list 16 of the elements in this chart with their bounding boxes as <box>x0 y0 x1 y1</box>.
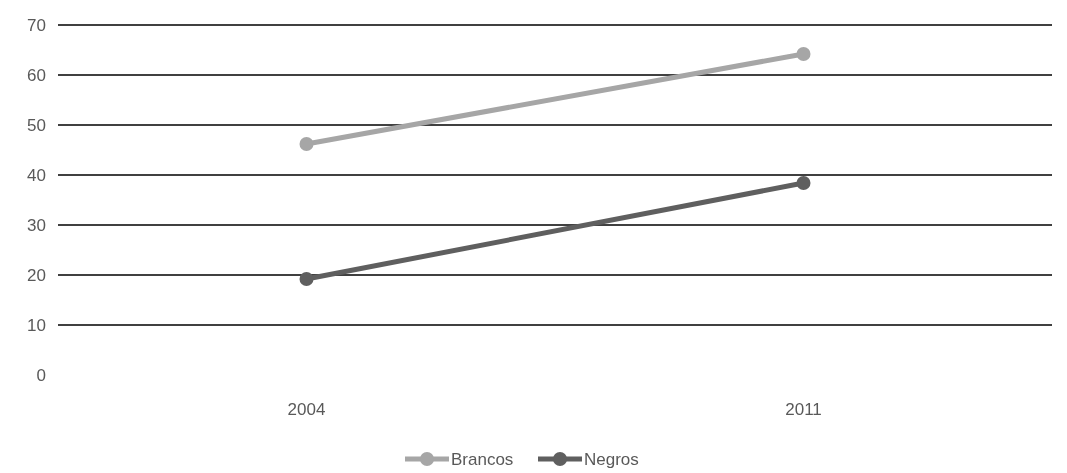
y-tick-label: 60 <box>27 65 46 85</box>
point <box>299 272 314 286</box>
y-tick-label: 20 <box>27 265 46 285</box>
point <box>299 137 314 151</box>
y-tick-label: 10 <box>27 315 46 335</box>
x-tick-label: 2011 <box>785 400 822 419</box>
y-tick-label: 40 <box>27 165 46 185</box>
point <box>796 47 811 61</box>
x-tick-label: 2004 <box>287 400 326 419</box>
y-tick-label: 0 <box>36 365 46 385</box>
y-tick-label: 50 <box>27 115 46 135</box>
y-tick-label: 70 <box>27 15 46 35</box>
y-tick-label: 30 <box>27 215 46 235</box>
legend-label: Brancos <box>451 449 514 469</box>
point <box>796 176 811 190</box>
legend-label: Negros <box>584 449 639 469</box>
